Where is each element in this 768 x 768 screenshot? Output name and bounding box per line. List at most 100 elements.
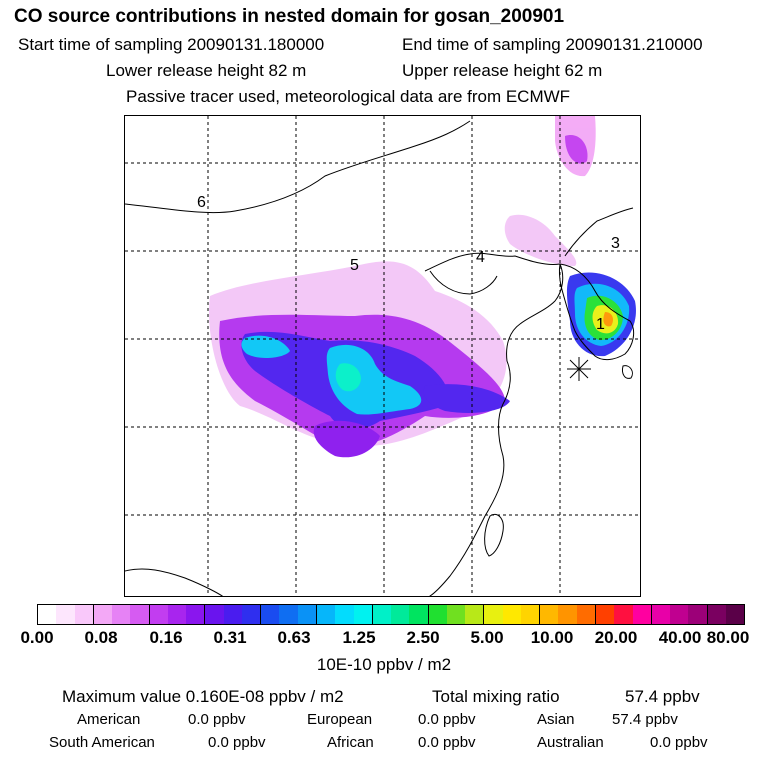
source-name-african: African bbox=[327, 734, 374, 751]
field-south-lobe bbox=[313, 420, 380, 458]
field-northeast-core bbox=[565, 135, 588, 164]
map-panel: 1 3 4 5 6 bbox=[124, 115, 641, 597]
start-time-label: Start time of sampling 20090131.180000 bbox=[18, 35, 325, 54]
colorbar-unit: 10E-10 ppbv / m2 bbox=[316, 655, 452, 674]
field-teal-core bbox=[335, 363, 361, 392]
colorbar-tick: 0.08 bbox=[84, 628, 118, 647]
colorbar-swatch bbox=[56, 605, 75, 624]
colorbar-swatch bbox=[335, 605, 354, 624]
colorbar-swatch bbox=[38, 605, 57, 624]
colorbar-swatch bbox=[446, 605, 466, 624]
colorbar-tick: 5.00 bbox=[470, 628, 504, 647]
colorbar-swatch bbox=[595, 605, 615, 624]
source-name-asian: Asian bbox=[537, 711, 575, 728]
colorbar-swatch bbox=[465, 605, 485, 624]
field-cyan-east bbox=[326, 344, 422, 415]
korea-peninsula bbox=[558, 263, 635, 361]
coastlines bbox=[125, 120, 635, 596]
colorbar-swatch bbox=[223, 605, 242, 624]
colorbar-tick: 0.00 bbox=[20, 628, 54, 647]
colorbar-swatch bbox=[688, 605, 708, 624]
bohai-coast bbox=[429, 270, 498, 295]
japan-kyushu bbox=[622, 365, 633, 379]
source-name-south-american: South American bbox=[49, 734, 155, 751]
china-north-border bbox=[125, 120, 471, 214]
colorbar-swatch bbox=[409, 605, 429, 624]
figure-title: CO source contributions in nested domain… bbox=[14, 6, 565, 27]
region-label-4: 4 bbox=[476, 249, 485, 266]
max-value-label: Maximum value 0.160E-08 ppbv / m2 bbox=[62, 687, 344, 706]
colorbar-swatch bbox=[186, 605, 206, 624]
southwest-border bbox=[125, 568, 224, 596]
source-name-american: American bbox=[77, 711, 141, 728]
colorbar-swatch bbox=[540, 605, 559, 624]
colorbar-swatch bbox=[558, 605, 577, 624]
field-north-strip bbox=[504, 214, 577, 266]
colorbar-swatch bbox=[576, 605, 596, 624]
lower-release-height: Lower release height 82 m bbox=[106, 61, 307, 80]
taiwan-island bbox=[484, 513, 504, 557]
field-cyan-west bbox=[241, 335, 290, 358]
colorbar-swatch bbox=[93, 605, 113, 624]
colorbar-swatch bbox=[725, 605, 745, 624]
graticule bbox=[125, 116, 640, 596]
colorbar-swatch bbox=[484, 605, 503, 624]
colorbar-swatch bbox=[316, 605, 336, 624]
colorbar-swatch bbox=[279, 605, 298, 624]
colorbar-swatch bbox=[149, 605, 168, 624]
colorbar-swatch bbox=[130, 605, 150, 624]
upper-release-height: Upper release height 62 m bbox=[402, 61, 603, 80]
map-canvas bbox=[125, 116, 640, 596]
colorbar bbox=[37, 604, 745, 625]
tracer-note: Passive tracer used, meteorological data… bbox=[126, 87, 571, 106]
region-label-5: 5 bbox=[350, 257, 359, 274]
source-name-australian: Australian bbox=[537, 734, 604, 751]
colorbar-tick: 0.16 bbox=[149, 628, 183, 647]
receptor-marker bbox=[567, 357, 591, 381]
colorbar-tick: 80.00 bbox=[706, 628, 750, 647]
source-value-australian: 0.0 ppbv bbox=[650, 734, 708, 751]
region-label-1: 1 bbox=[596, 316, 605, 333]
total-ratio-value: 57.4 ppbv bbox=[625, 687, 700, 706]
source-value-american: 0.0 ppbv bbox=[188, 711, 246, 728]
colorbar-swatch bbox=[167, 605, 187, 624]
colorbar-swatch bbox=[502, 605, 521, 624]
colorbar-swatch bbox=[241, 605, 262, 624]
field-east-coast bbox=[423, 384, 510, 413]
colorbar-swatch bbox=[670, 605, 689, 624]
source-name-european: European bbox=[307, 711, 373, 728]
region-label-6: 6 bbox=[197, 194, 206, 211]
region-label-3: 3 bbox=[611, 235, 620, 252]
source-value-european: 0.0 ppbv bbox=[418, 711, 476, 728]
field-korea-orange bbox=[603, 312, 613, 327]
china-east-coast bbox=[424, 252, 564, 596]
colorbar-swatch bbox=[261, 605, 280, 624]
colorbar-swatch bbox=[614, 605, 633, 624]
colorbar-tick: 1.25 bbox=[342, 628, 376, 647]
colorbar-swatch bbox=[112, 605, 131, 624]
colorbar-tick: 10.00 bbox=[530, 628, 574, 647]
end-time-label: End time of sampling 20090131.210000 bbox=[402, 35, 703, 54]
northeast-border bbox=[564, 207, 634, 257]
colorbar-tick: 0.63 bbox=[277, 628, 311, 647]
source-value-south-american: 0.0 ppbv bbox=[208, 734, 266, 751]
colorbar-swatch bbox=[372, 605, 392, 624]
contribution-field bbox=[209, 116, 636, 458]
colorbar-swatch bbox=[520, 605, 541, 624]
colorbar-tick: 0.31 bbox=[213, 628, 247, 647]
colorbar-swatch bbox=[205, 605, 224, 624]
colorbar-swatch bbox=[651, 605, 671, 624]
colorbar-tick: 40.00 bbox=[658, 628, 702, 647]
total-ratio-label: Total mixing ratio bbox=[432, 687, 560, 706]
colorbar-swatch bbox=[353, 605, 373, 624]
colorbar-tick: 2.50 bbox=[406, 628, 440, 647]
colorbar-tick: 20.00 bbox=[594, 628, 638, 647]
colorbar-swatch bbox=[632, 605, 652, 624]
source-value-african: 0.0 ppbv bbox=[418, 734, 476, 751]
colorbar-swatch bbox=[297, 605, 317, 624]
colorbar-swatch bbox=[74, 605, 94, 624]
colorbar-swatch bbox=[391, 605, 410, 624]
colorbar-swatch bbox=[707, 605, 726, 624]
colorbar-swatch bbox=[428, 605, 447, 624]
